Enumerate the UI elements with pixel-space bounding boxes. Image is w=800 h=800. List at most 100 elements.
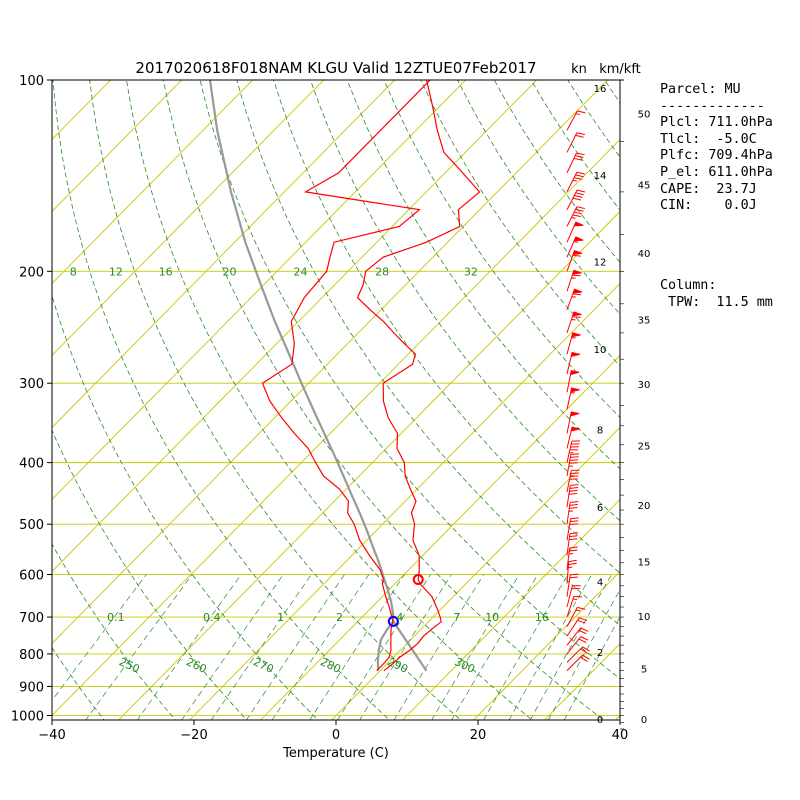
height-kft-label: 5 — [641, 664, 647, 675]
wind-barb-full — [572, 316, 581, 318]
wind-barb — [566, 617, 588, 637]
wind-barb — [566, 206, 585, 227]
mixing-ratio-line — [271, 574, 370, 720]
mixing-ratio-label: 24 — [294, 265, 308, 278]
column-parameters-panel: Column: TPW: 11.5 mm — [660, 278, 773, 311]
wind-barb — [566, 532, 579, 556]
wind-barb-full — [568, 492, 578, 495]
wind-barb-shaft — [566, 152, 577, 174]
wind-barb-full — [569, 462, 578, 464]
dewpoint-line — [261, 80, 431, 672]
mixing-ratio-label: 20 — [223, 265, 237, 278]
wind-barb-full — [569, 546, 578, 549]
wind-barb-full — [575, 155, 584, 158]
wind-barb-full — [576, 152, 585, 156]
wind-barb-full — [573, 595, 583, 598]
wind-barb-shaft — [566, 627, 582, 646]
wind-barb-full — [569, 523, 578, 526]
dry-adiabat-line — [52, 646, 105, 720]
mixing-ratio-label: 0.1 — [107, 611, 125, 624]
background-lines — [0, 80, 620, 729]
wind-barb-full — [582, 654, 590, 660]
mixing-ratio-line — [245, 574, 345, 720]
height-km-label: 14 — [594, 171, 607, 182]
wind-barb-shaft — [566, 617, 580, 637]
wind-barb-full — [575, 134, 584, 138]
x-axis-tick-label: 40 — [612, 728, 629, 743]
dry-adiabat-line — [52, 80, 391, 720]
mixing-ratio-label: 32 — [464, 265, 478, 278]
wind-barb-shaft — [566, 189, 578, 210]
wind-barb-full — [574, 195, 583, 198]
wind-barb-full — [575, 192, 584, 196]
wind-barb-full — [570, 456, 579, 458]
wind-barb-shaft — [566, 561, 570, 584]
parcel-dry-line — [392, 620, 428, 672]
isotherm-line — [52, 80, 395, 429]
wind-barb — [566, 484, 579, 508]
dry-adiabat-line — [52, 429, 248, 720]
wind-barb — [566, 654, 590, 672]
wind-barb-flag — [573, 221, 584, 227]
wind-barb-flag — [572, 249, 583, 255]
wind-barb — [566, 288, 583, 311]
mixing-ratio-line — [309, 574, 405, 720]
wind-barb-full — [579, 617, 588, 622]
wind-barb-full — [577, 619, 586, 624]
dry-adiabat-label: 300 — [452, 655, 477, 676]
wind-barb-flag — [573, 236, 584, 242]
wind-barb-shaft — [566, 518, 572, 541]
param-line: CIN: 0.0J — [660, 198, 757, 214]
wind-barb — [566, 559, 577, 584]
dry-adiabat-line — [162, 80, 605, 720]
height-km-label: 10 — [594, 345, 607, 356]
mixing-ratio-label: 16 — [535, 611, 549, 624]
wind-barb-shaft — [566, 585, 573, 608]
wind-barb — [566, 387, 580, 410]
mixing-ratio-label: 7 — [453, 611, 460, 624]
wind-barb — [566, 440, 581, 463]
param-line: Tlcl: -5.0C — [660, 131, 757, 147]
dry-adiabat-label: 280 — [318, 655, 343, 676]
x-axis-tick-label: −40 — [38, 728, 65, 743]
mixing-ratio-label: 1 — [277, 611, 284, 624]
wind-barb — [566, 236, 584, 258]
wind-barb-shaft — [566, 110, 578, 131]
height-km-label: 4 — [597, 577, 603, 588]
wind-barb-flag — [569, 370, 580, 376]
wind-barb-full — [577, 606, 586, 610]
wind-barb-half — [573, 241, 578, 243]
mixing-ratio-line — [548, 589, 620, 720]
dry-adiabat-line — [420, 80, 620, 367]
profile-lines — [208, 80, 481, 672]
height-kft-label: 0 — [641, 715, 647, 726]
isotherm-line — [543, 642, 620, 720]
mixing-ratio-line — [337, 574, 431, 720]
wind-barb-full — [570, 517, 579, 520]
mixing-ratio-line — [529, 574, 612, 720]
wind-barb-full — [568, 562, 577, 566]
wind-barb — [566, 152, 585, 174]
unit-km-kft-label: km/kft — [599, 62, 641, 77]
wind-barb-shaft — [566, 454, 572, 477]
wind-barb-half — [568, 552, 574, 555]
wind-barb — [566, 426, 581, 449]
wind-barb-shaft — [566, 646, 583, 663]
pressure-tick-label: 700 — [19, 611, 44, 626]
wind-barb-full — [568, 559, 577, 563]
isotherm-line — [117, 210, 620, 720]
wind-barb — [566, 627, 589, 646]
mixing-ratio-label: 12 — [109, 265, 123, 278]
dry-adiabat-line — [383, 80, 620, 418]
param-line: ------------- — [660, 98, 765, 114]
mixing-ratio-label: 8 — [70, 265, 77, 278]
pressure-tick-label: 100 — [19, 74, 44, 89]
isotherm-line — [0, 80, 40, 729]
wind-barb-full — [572, 293, 582, 296]
height-kft-label: 35 — [638, 315, 651, 326]
wind-barb-full — [572, 254, 582, 257]
unit-kn-label: kn — [571, 62, 587, 77]
wind-barb-full — [580, 627, 589, 632]
mixing-ratio-label: 16 — [159, 265, 173, 278]
